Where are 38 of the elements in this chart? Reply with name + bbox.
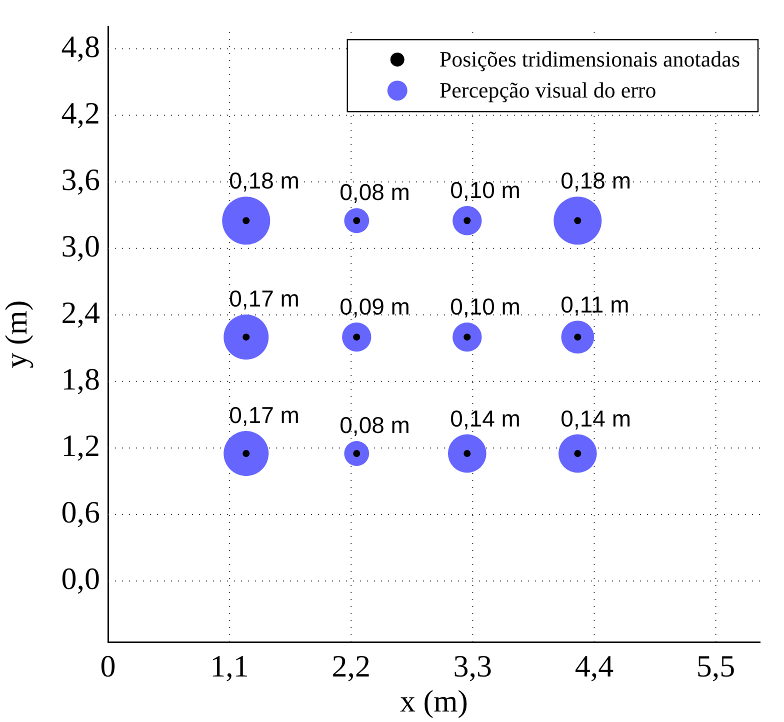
legend-label: Percepção visual do erro [439, 77, 656, 102]
x-tick-label: 0 [100, 648, 116, 684]
y-axis-title: y (m) [0, 300, 34, 368]
y-tick-label: 2,4 [61, 295, 100, 330]
y-tick-label: 1,2 [61, 428, 100, 464]
x-axis-title: x (m) [400, 684, 468, 719]
annotation: 0,10 m [450, 293, 520, 320]
x-tick-label: 3,3 [453, 648, 492, 684]
annotation: 0,14 m [560, 405, 631, 432]
point [242, 334, 250, 341]
y-tick-label: 4,8 [61, 28, 100, 64]
point [464, 450, 471, 457]
point [574, 450, 582, 457]
annotation: 0,08 m [340, 412, 410, 438]
annotation: 0,18 m [560, 168, 631, 194]
x-tick-label: 5,5 [696, 648, 736, 684]
annotation: 0,10 m [450, 177, 520, 204]
point [242, 217, 250, 224]
annotation: 0,14 m [450, 405, 520, 432]
y-tick-label: 3,6 [61, 162, 100, 197]
annotation: 0,17 m [229, 286, 300, 312]
x-tick-label: 4,4 [574, 648, 614, 684]
annotation: 0,17 m [229, 402, 300, 428]
x-tick-label: 2,2 [332, 648, 370, 684]
legend-label: Posições tridimensionais anotadas [439, 46, 740, 72]
x-tick-label: 1,1 [210, 648, 249, 684]
point [574, 217, 582, 224]
annotation: 0,11 m [560, 292, 630, 318]
y-tick-label: 0,0 [61, 561, 100, 596]
y-tick-label: 3,0 [61, 228, 100, 264]
point [242, 450, 250, 457]
y-tick-label: 4,2 [61, 95, 100, 130]
y-tick-label: 1,8 [61, 362, 100, 397]
annotation: 0,08 m [340, 179, 410, 206]
annotation: 0,18 m [229, 168, 300, 194]
annotation: 0,09 m [340, 293, 410, 320]
point [574, 334, 582, 341]
y-tick-label: 0,6 [61, 494, 100, 530]
